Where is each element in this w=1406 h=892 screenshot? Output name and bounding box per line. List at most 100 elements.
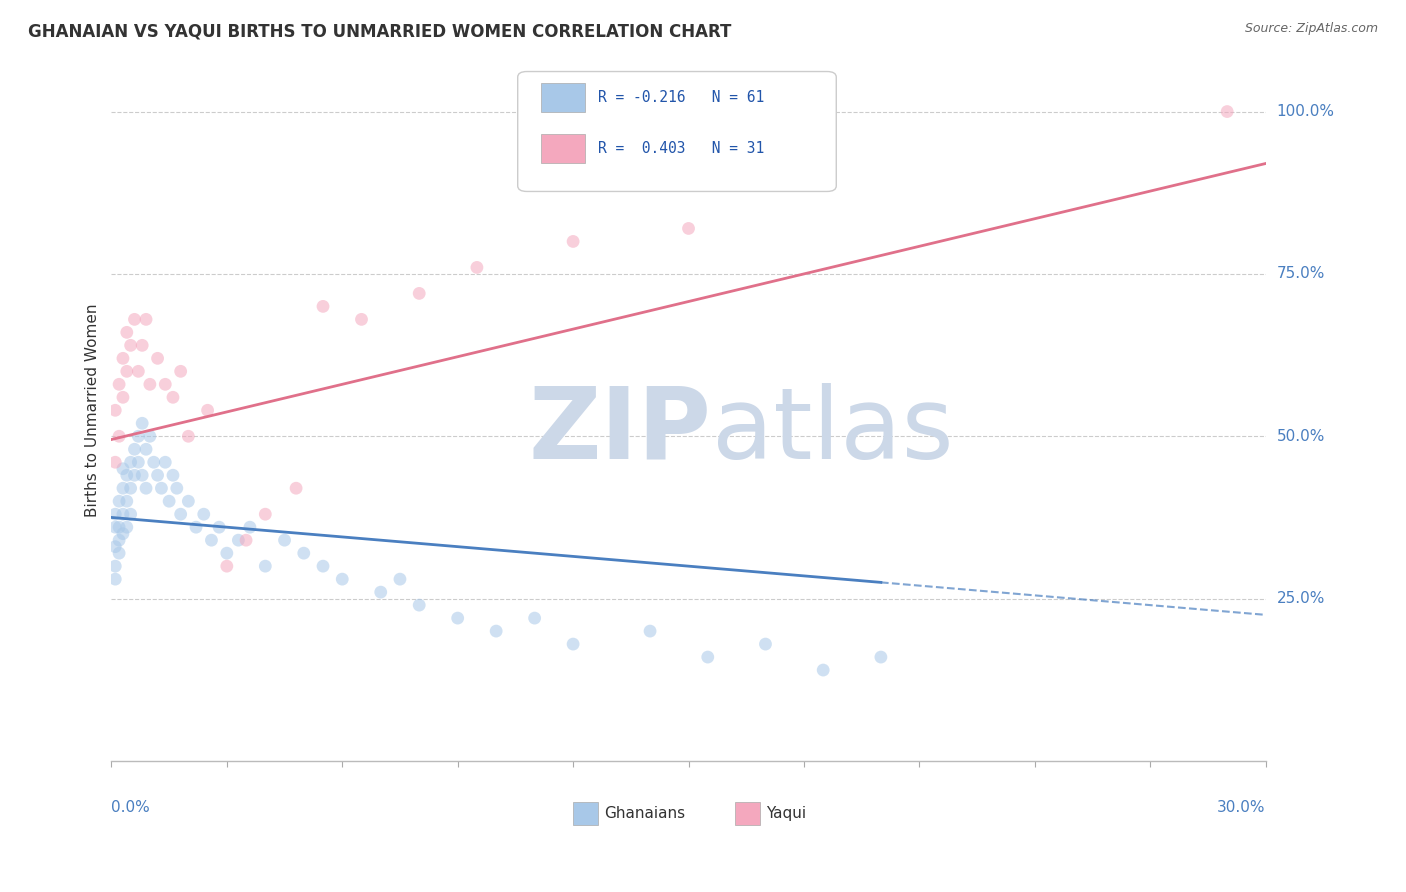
Point bbox=[162, 390, 184, 404]
Point bbox=[139, 429, 162, 443]
Point bbox=[562, 637, 585, 651]
Point bbox=[127, 364, 149, 378]
Point bbox=[131, 468, 153, 483]
Point bbox=[155, 377, 177, 392]
Point bbox=[108, 377, 131, 392]
Point bbox=[312, 299, 335, 313]
Point bbox=[124, 468, 146, 483]
Point bbox=[115, 468, 138, 483]
Text: atlas: atlas bbox=[711, 383, 953, 480]
Point bbox=[115, 494, 138, 508]
Point bbox=[330, 572, 353, 586]
Point bbox=[115, 326, 138, 340]
Point bbox=[169, 507, 191, 521]
Point bbox=[108, 533, 131, 548]
Point bbox=[108, 546, 131, 560]
Point bbox=[124, 312, 146, 326]
Point bbox=[292, 546, 315, 560]
FancyBboxPatch shape bbox=[574, 803, 599, 825]
Point bbox=[111, 461, 134, 475]
Point bbox=[215, 559, 238, 574]
Point bbox=[523, 611, 546, 625]
Text: R =  0.403   N = 31: R = 0.403 N = 31 bbox=[599, 141, 765, 156]
Point bbox=[273, 533, 295, 548]
Point bbox=[120, 455, 142, 469]
Point bbox=[754, 637, 776, 651]
Point bbox=[155, 455, 177, 469]
Point bbox=[104, 540, 127, 554]
Point bbox=[312, 559, 335, 574]
Point bbox=[104, 572, 127, 586]
Text: GHANAIAN VS YAQUI BIRTHS TO UNMARRIED WOMEN CORRELATION CHART: GHANAIAN VS YAQUI BIRTHS TO UNMARRIED WO… bbox=[28, 22, 731, 40]
Text: 75.0%: 75.0% bbox=[1277, 267, 1324, 281]
Point bbox=[120, 481, 142, 495]
Point bbox=[388, 572, 411, 586]
Point bbox=[285, 481, 308, 495]
Point bbox=[111, 351, 134, 366]
Point bbox=[166, 481, 188, 495]
Text: 50.0%: 50.0% bbox=[1277, 429, 1324, 443]
Point bbox=[1216, 104, 1239, 119]
Point bbox=[115, 364, 138, 378]
Point bbox=[197, 403, 219, 417]
Point bbox=[870, 650, 893, 665]
Point bbox=[200, 533, 222, 548]
Point bbox=[408, 598, 430, 612]
Point bbox=[350, 312, 373, 326]
Point bbox=[111, 526, 134, 541]
Point bbox=[678, 221, 700, 235]
Point bbox=[111, 481, 134, 495]
Point bbox=[157, 494, 180, 508]
Point bbox=[146, 468, 169, 483]
Point bbox=[208, 520, 231, 534]
Point bbox=[370, 585, 392, 599]
Point bbox=[108, 494, 131, 508]
Point bbox=[111, 390, 134, 404]
Point bbox=[562, 235, 585, 249]
Point bbox=[184, 520, 207, 534]
Point bbox=[120, 507, 142, 521]
Point bbox=[408, 286, 430, 301]
Point bbox=[254, 507, 277, 521]
Point bbox=[127, 429, 149, 443]
Point bbox=[235, 533, 257, 548]
FancyBboxPatch shape bbox=[541, 83, 585, 112]
Point bbox=[108, 520, 131, 534]
Point bbox=[485, 624, 508, 639]
Point bbox=[124, 442, 146, 457]
Text: 30.0%: 30.0% bbox=[1218, 800, 1265, 815]
Point bbox=[162, 468, 184, 483]
Point bbox=[108, 429, 131, 443]
Text: 25.0%: 25.0% bbox=[1277, 591, 1324, 607]
Point bbox=[131, 338, 153, 352]
Point bbox=[111, 507, 134, 521]
Point bbox=[696, 650, 718, 665]
Point bbox=[177, 429, 200, 443]
Point bbox=[146, 351, 169, 366]
Point bbox=[177, 494, 200, 508]
FancyBboxPatch shape bbox=[541, 134, 585, 163]
Text: R = -0.216   N = 61: R = -0.216 N = 61 bbox=[599, 90, 765, 105]
Y-axis label: Births to Unmarried Women: Births to Unmarried Women bbox=[86, 303, 100, 517]
FancyBboxPatch shape bbox=[517, 71, 837, 192]
Point bbox=[120, 338, 142, 352]
Point bbox=[104, 455, 127, 469]
Text: 100.0%: 100.0% bbox=[1277, 104, 1334, 119]
Point bbox=[131, 417, 153, 431]
Point bbox=[104, 520, 127, 534]
Point bbox=[142, 455, 165, 469]
Point bbox=[228, 533, 250, 548]
Point bbox=[169, 364, 191, 378]
Text: ZIP: ZIP bbox=[529, 383, 711, 480]
Point bbox=[104, 507, 127, 521]
Point bbox=[139, 377, 162, 392]
Point bbox=[215, 546, 238, 560]
Point bbox=[104, 559, 127, 574]
Text: Source: ZipAtlas.com: Source: ZipAtlas.com bbox=[1244, 22, 1378, 36]
Point bbox=[135, 442, 157, 457]
Point bbox=[135, 312, 157, 326]
Point bbox=[254, 559, 277, 574]
Point bbox=[115, 520, 138, 534]
Point bbox=[465, 260, 488, 275]
Text: Yaqui: Yaqui bbox=[766, 806, 806, 821]
